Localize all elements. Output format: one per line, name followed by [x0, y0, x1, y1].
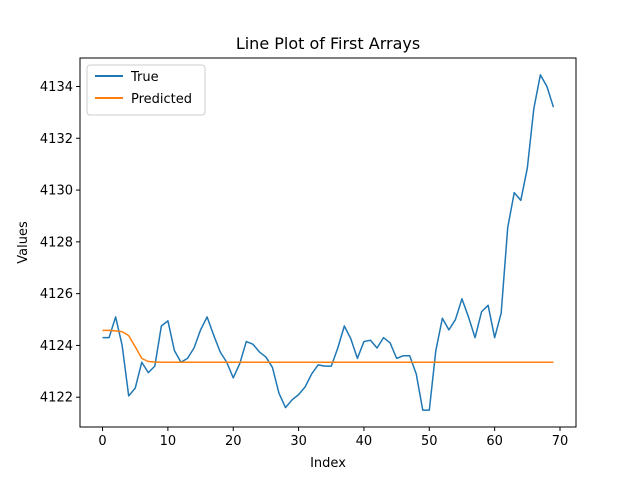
x-tick-label: 70 — [552, 434, 569, 449]
y-tick-label: 4132 — [40, 132, 73, 147]
chart-title: Line Plot of First Arrays — [236, 34, 420, 53]
y-tick-label: 4124 — [40, 339, 73, 354]
series-line-predicted — [102, 329, 554, 364]
legend-label-predicted: Predicted — [131, 92, 192, 107]
y-tick-label: 4122 — [40, 391, 73, 406]
y-axis-ticks: 4122 4124 4126 4128 4130 4132 4134 — [40, 80, 80, 406]
x-tick-label: 60 — [486, 434, 503, 449]
legend-box — [86, 64, 206, 116]
x-tick-label: 50 — [421, 434, 438, 449]
legend: True Predicted — [86, 64, 206, 116]
x-axis-ticks: 0 10 20 30 40 50 60 70 — [98, 427, 568, 449]
legend-label-true: True — [130, 70, 159, 85]
x-tick-label: 0 — [98, 434, 106, 449]
x-axis-label: Index — [310, 456, 346, 471]
series-line-true — [102, 74, 555, 411]
x-tick-label: 30 — [290, 434, 307, 449]
y-tick-label: 4130 — [40, 184, 73, 199]
y-axis-label: Values — [16, 221, 31, 264]
plot-frame — [79, 57, 577, 428]
y-tick-label: 4128 — [40, 235, 73, 250]
y-tick-label: 4134 — [40, 80, 73, 95]
x-tick-label: 10 — [160, 434, 177, 449]
y-tick-label: 4126 — [40, 287, 73, 302]
x-tick-label: 20 — [225, 434, 242, 449]
plot-lines — [102, 74, 555, 411]
x-tick-label: 40 — [356, 434, 373, 449]
